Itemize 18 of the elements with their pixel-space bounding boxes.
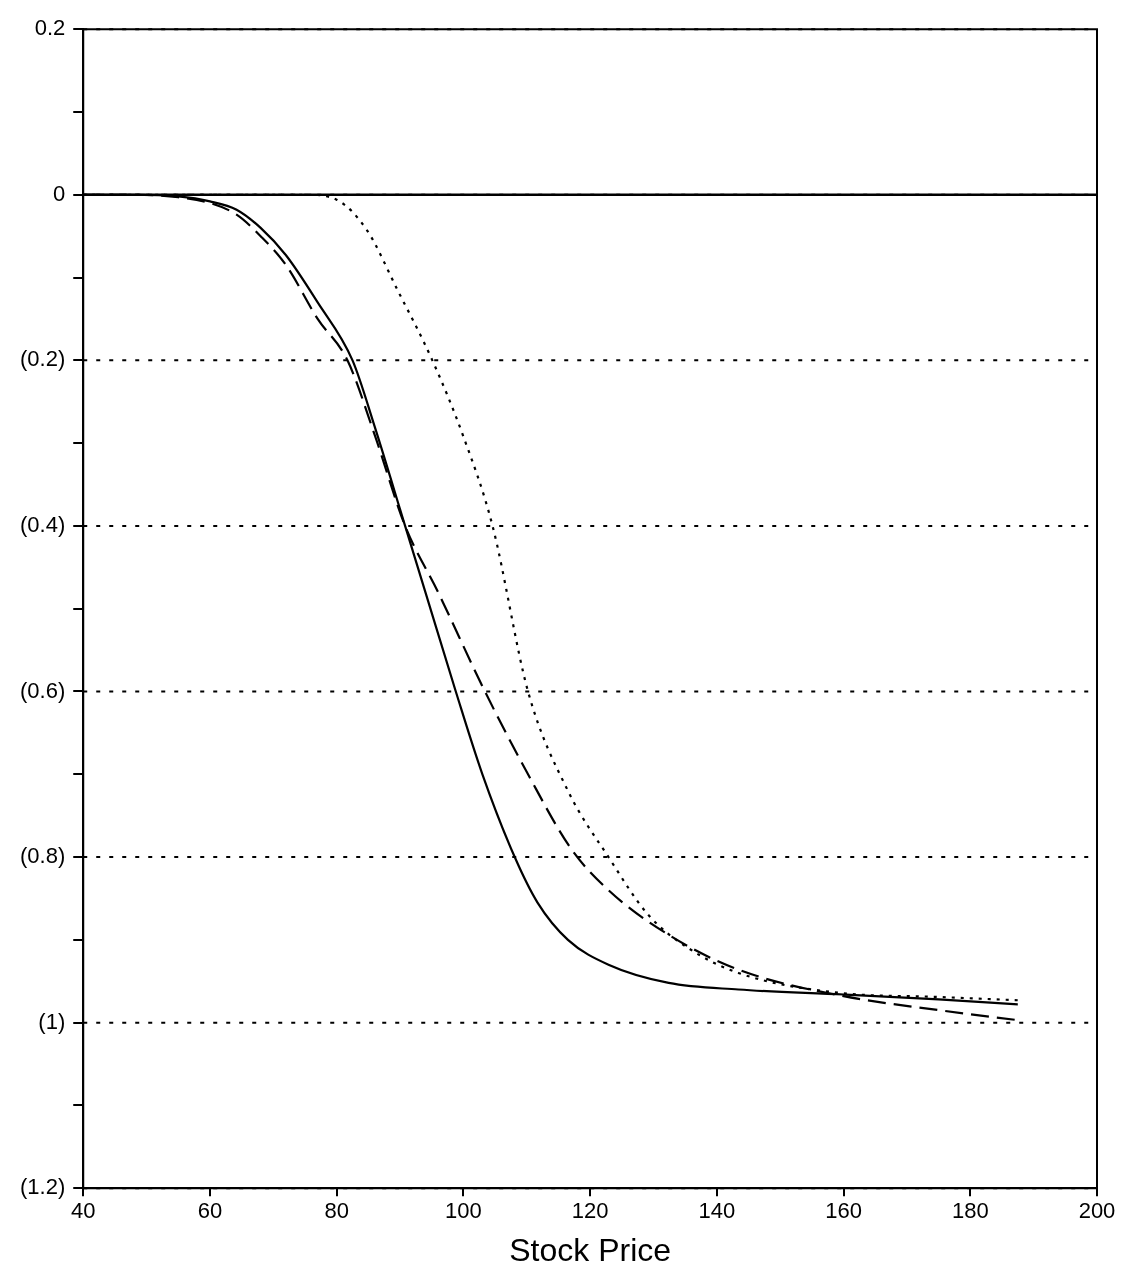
y-tick-label: (0.2): [19, 346, 66, 372]
y-tick-label: 0.2: [34, 15, 66, 41]
y-tick-label: (1): [38, 1008, 66, 1034]
x-tick-label: 100: [445, 1198, 482, 1224]
y-tick-label: 0: [52, 180, 66, 206]
x-tick-label: 40: [70, 1198, 96, 1224]
x-tick-label: 160: [825, 1198, 862, 1224]
y-tick-label: (0.8): [19, 843, 66, 869]
x-tick-label: 140: [698, 1198, 736, 1224]
y-tick-label: (0.6): [19, 677, 66, 703]
y-tick-label: (1.2): [19, 1174, 66, 1200]
x-tick-label: 120: [571, 1198, 609, 1224]
x-axis-title: Stock Price: [509, 1231, 672, 1268]
x-tick-label: 200: [1078, 1198, 1116, 1224]
x-tick-label: 60: [197, 1198, 223, 1224]
x-tick-label: 180: [951, 1198, 989, 1224]
y-tick-label: (0.4): [19, 511, 66, 537]
x-tick-label: 80: [324, 1198, 349, 1224]
